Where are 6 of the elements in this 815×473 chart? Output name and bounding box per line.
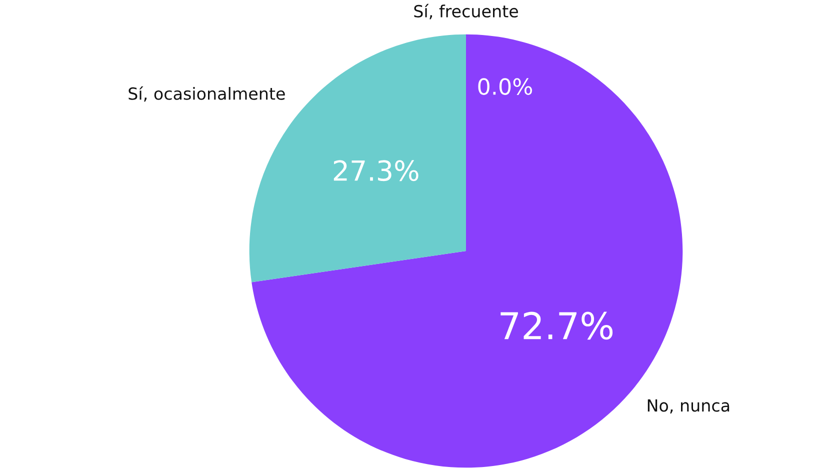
data-label: 27.3% <box>334 160 418 182</box>
text: 0.0% <box>478 78 532 95</box>
slice-label: No, nunca <box>648 399 730 414</box>
data-label: 72.7% <box>500 312 613 340</box>
category-label: Sí, frecuente <box>414 4 518 20</box>
slice-label: Sí, ocasionalmente <box>128 86 285 102</box>
